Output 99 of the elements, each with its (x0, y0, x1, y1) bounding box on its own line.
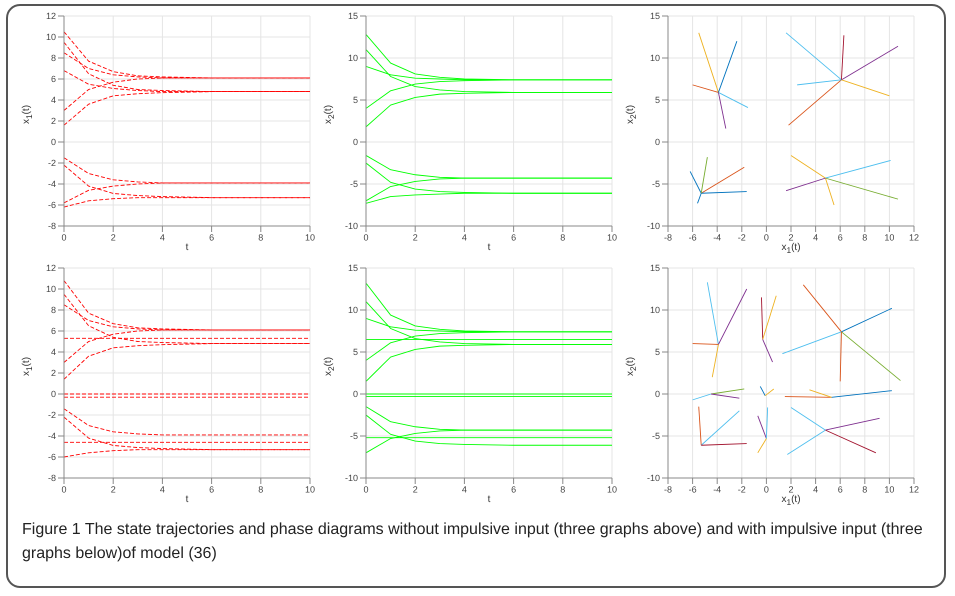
y-tick-label: 12 (46, 11, 56, 22)
y-tick-label: 5 (352, 95, 358, 106)
x-tick-label: 10 (884, 232, 894, 242)
y-tick-label: 2 (50, 116, 56, 126)
y-tick-label: 10 (650, 53, 660, 64)
y-tick-label: 10 (650, 305, 660, 316)
x-tick-label: 4 (462, 232, 467, 242)
y-tick-label: 4 (50, 347, 56, 358)
x-tick-label: 2 (110, 232, 116, 242)
y-tick-label: 15 (348, 263, 358, 274)
x-tick-label: 2 (788, 484, 794, 494)
x-tick-label: -8 (664, 232, 672, 242)
y-tick-label: 0 (654, 389, 660, 400)
y-tick-label: 0 (654, 137, 660, 148)
x-tick-label: 6 (209, 232, 214, 242)
x-tick-label: -8 (664, 484, 672, 494)
x-tick-label: 10 (304, 484, 316, 494)
x-tick-label: -4 (713, 484, 722, 494)
y-tick-label: -10 (344, 221, 358, 232)
x-tick-label: 8 (862, 232, 868, 242)
y-tick-label: -6 (48, 452, 56, 462)
x-axis-title: x$_{1}$(t) (780, 242, 802, 255)
x-tick-label: 4 (160, 232, 165, 242)
y-tick-label: 15 (348, 11, 358, 22)
x-tick-label: 10 (606, 484, 618, 494)
x-tick-label: 8 (258, 484, 264, 494)
y-tick-label: 8 (50, 53, 56, 64)
x-tick-label: 8 (258, 232, 264, 242)
x-tick-label: 0 (764, 484, 769, 494)
y-tick-label: -8 (48, 221, 56, 232)
x-axis-title: t (184, 242, 190, 253)
y-tick-label: 10 (46, 284, 56, 294)
x-tick-label: 4 (160, 484, 165, 494)
x-tick-label: 0 (61, 484, 67, 494)
x-tick-label: 2 (412, 232, 418, 242)
y-tick-label: 10 (46, 32, 56, 42)
caption: Figure 1 The state trajectories and phase diagrams without impulsive input (three graphs above) and with impulsive input (three graphs below)of model (36) (22, 520, 924, 564)
x-tick-label: 8 (862, 484, 868, 494)
y-tick-label: 4 (50, 95, 56, 106)
x-axis-title: t (486, 494, 492, 505)
y-tick-label: -4 (48, 179, 56, 190)
y-tick-label: 5 (654, 95, 660, 106)
y-tick-label: 12 (46, 263, 56, 274)
x-tick-label: 4 (462, 484, 467, 494)
y-tick-label: -2 (48, 158, 56, 168)
x-tick-label: 8 (560, 232, 566, 242)
y-tick-label: 0 (352, 137, 358, 148)
x-tick-label: 6 (511, 232, 516, 242)
y-tick-label: -10 (646, 221, 660, 232)
x-tick-label: -4 (713, 232, 722, 242)
x-tick-label: 6 (511, 484, 516, 494)
x-tick-label: 0 (363, 484, 369, 494)
x-tick-label: 6 (838, 232, 843, 242)
x-tick-label: 0 (61, 232, 67, 242)
y-tick-label: 0 (50, 137, 56, 148)
y-tick-label: 5 (352, 347, 358, 358)
y-tick-label: -5 (350, 431, 358, 442)
x-tick-label: 12 (908, 232, 920, 242)
x-axis-title: x$_{1}$(t) (780, 494, 802, 507)
y-tick-label: 2 (50, 368, 56, 378)
x-axis-title: t (486, 242, 492, 253)
x-axis-title: t (184, 494, 190, 505)
x-tick-label: 0 (363, 232, 369, 242)
x-tick-label: -2 (738, 484, 746, 494)
x-tick-label: 8 (560, 484, 566, 494)
x-tick-label: 2 (110, 484, 116, 494)
x-tick-label: 4 (813, 484, 818, 494)
y-tick-label: -4 (48, 431, 56, 442)
y-tick-label: 5 (654, 347, 660, 358)
y-tick-label: -2 (48, 410, 56, 420)
y-tick-label: -5 (652, 179, 660, 190)
y-tick-label: -5 (652, 431, 660, 442)
y-tick-label: 0 (50, 389, 56, 400)
y-tick-label: -6 (48, 200, 56, 210)
y-tick-label: -10 (344, 473, 358, 484)
y-tick-label: 15 (650, 263, 660, 274)
x-tick-label: 4 (813, 232, 818, 242)
x-tick-label: -2 (738, 232, 746, 242)
x-tick-label: 10 (304, 232, 316, 242)
x-tick-label: 12 (908, 484, 920, 494)
y-tick-label: -8 (48, 473, 56, 484)
y-tick-label: -10 (646, 473, 660, 484)
y-tick-label: 15 (650, 11, 660, 22)
y-tick-label: 8 (50, 305, 56, 316)
y-tick-label: 10 (348, 53, 358, 64)
x-tick-label: 6 (838, 484, 843, 494)
y-tick-label: -5 (350, 179, 358, 190)
y-tick-label: 6 (50, 326, 56, 336)
x-tick-label: 0 (764, 232, 769, 242)
x-tick-label: -6 (688, 484, 697, 494)
y-tick-label: 0 (352, 389, 358, 400)
x-tick-label: -6 (688, 232, 697, 242)
x-tick-label: 2 (788, 232, 794, 242)
y-tick-label: 10 (348, 305, 358, 316)
x-tick-label: 10 (606, 232, 618, 242)
x-tick-label: 2 (412, 484, 418, 494)
y-tick-label: 6 (50, 74, 56, 84)
x-tick-label: 10 (884, 484, 894, 494)
x-tick-label: 6 (209, 484, 214, 494)
